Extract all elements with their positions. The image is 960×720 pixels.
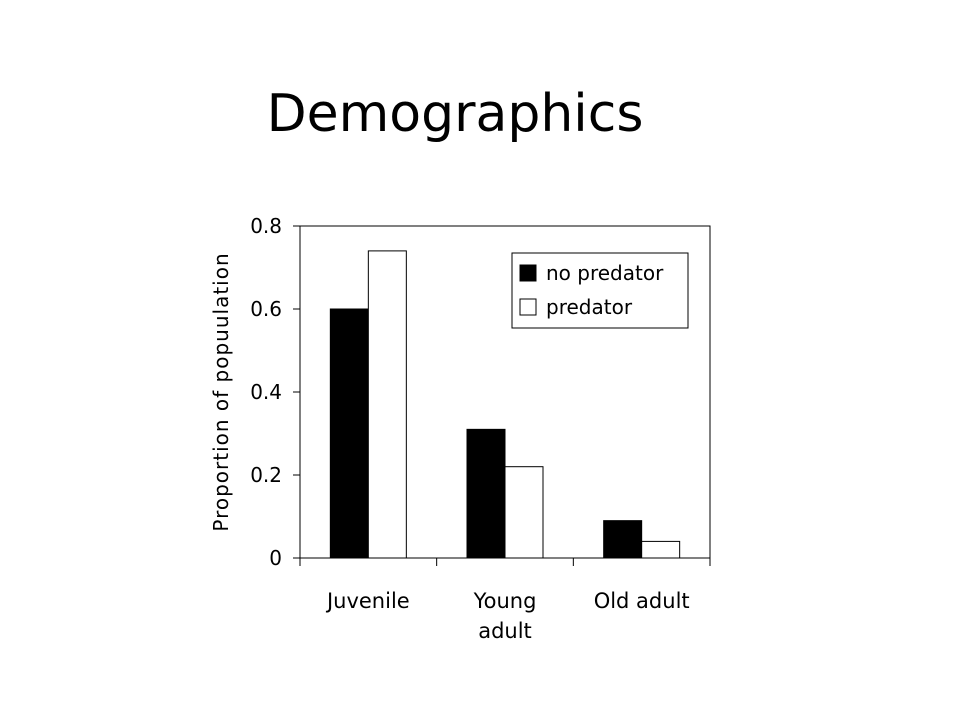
legend-swatch <box>519 298 537 316</box>
x-category-label: Old adult <box>594 589 690 613</box>
slide-title: Demographics <box>266 84 644 144</box>
legend-label: no predator <box>546 261 664 285</box>
y-tick-label: 0.4 <box>250 380 282 404</box>
legend-label: predator <box>546 295 633 319</box>
bar-predator <box>641 540 681 559</box>
y-tick-label: 0.2 <box>250 463 282 487</box>
legend-box <box>511 252 689 329</box>
chart-axes: 0 0.2 0.4 0.6 0.8 Proportion of popuulation Ju… <box>209 214 711 643</box>
y-tick-label: 0.8 <box>250 214 282 238</box>
chart-bars <box>329 250 681 559</box>
bar-no-predator <box>329 308 369 559</box>
bar-no-predator <box>603 520 643 559</box>
y-tick-label: 0 <box>269 546 282 570</box>
bar-predator <box>504 466 544 559</box>
chart-legend: no predator predator <box>511 252 689 329</box>
x-category-label: Young <box>473 589 537 613</box>
x-category-label: Juvenile <box>325 589 410 613</box>
y-axis-title: Proportion of popuulation <box>209 252 233 531</box>
bar-predator <box>367 250 407 559</box>
y-tick-label: 0.6 <box>250 297 282 321</box>
bar-no-predator <box>466 428 506 559</box>
x-category-label: adult <box>478 619 532 643</box>
legend-swatch <box>519 264 537 282</box>
